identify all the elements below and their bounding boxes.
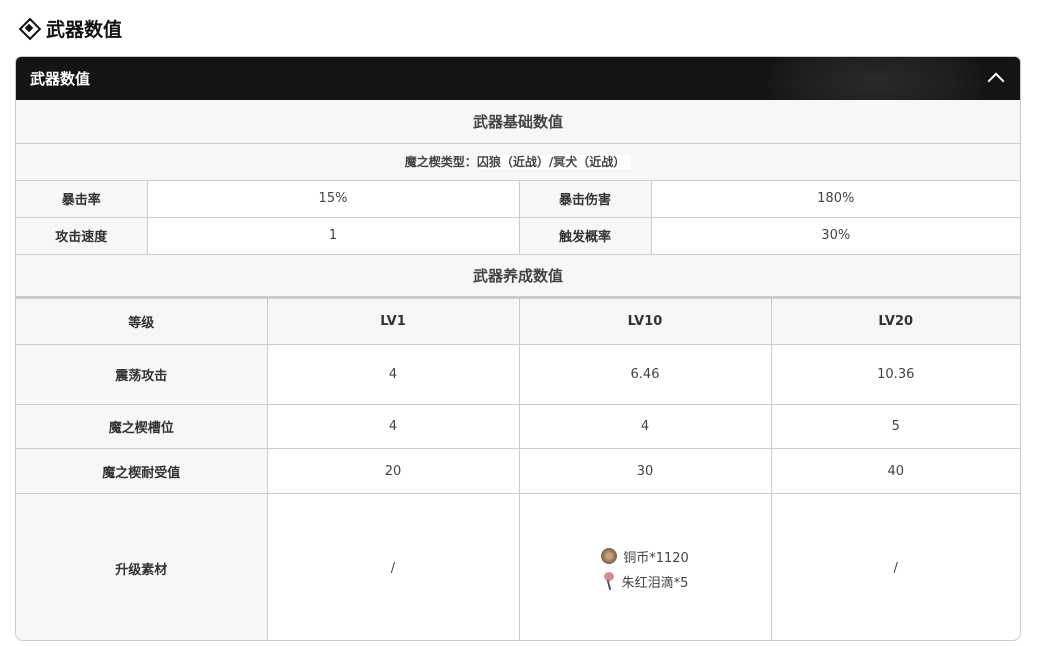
- page-title: 武器数值: [20, 14, 122, 42]
- stat-label: 触发概率: [518, 216, 652, 255]
- panel-header[interactable]: 武器数值: [16, 57, 1020, 100]
- column-header: LV1: [266, 298, 520, 345]
- table-row: 魔之楔槽位 4 4 5: [16, 404, 1020, 449]
- stat-value: 30%: [650, 216, 1020, 255]
- growth-section-title: 武器养成数值: [16, 253, 1020, 298]
- material-item[interactable]: 铜币*1120: [601, 547, 689, 566]
- basic-section-title: 武器基础数值: [16, 100, 1020, 144]
- copper-coin-icon: [601, 548, 618, 565]
- stat-label: 暴击伤害: [518, 179, 652, 218]
- table-row: 魔之楔耐受值 20 30 40: [16, 448, 1020, 494]
- basic-stats-table: 武器基础数值 魔之楔类型：囚狼（近战）/冥犬（近战） 暴击率 15% 暴击伤害 180…: [16, 100, 1020, 298]
- panel-title: 武器数值: [30, 70, 91, 88]
- growth-stats-table: 等级 LV1 LV10 LV20 震荡攻击 4 6.46 10.36 魔之楔槽位 4 4 5 魔之…: [16, 298, 1020, 640]
- diamond-icon: [20, 19, 38, 37]
- stat-value: 15%: [146, 179, 520, 218]
- material-item[interactable]: 朱红泪滴*5: [602, 572, 688, 591]
- stat-label: 攻击速度: [16, 216, 148, 255]
- table-row: 震荡攻击 4 6.46 10.36: [16, 344, 1020, 405]
- crimson-tear-icon: [602, 572, 616, 590]
- column-header: 等级: [16, 298, 268, 345]
- stat-value: 1: [146, 216, 520, 255]
- column-header: LV10: [518, 298, 772, 345]
- materials-row: 升级素材 / 铜币*1120 朱红泪滴*5 /: [16, 493, 1020, 640]
- column-header: LV20: [770, 298, 1020, 345]
- chevron-up-icon[interactable]: [987, 72, 1005, 90]
- header-decoration: [766, 57, 986, 100]
- stat-value: 180%: [650, 179, 1020, 218]
- stat-label: 暴击率: [16, 179, 148, 218]
- wedge-type: 魔之楔类型：囚狼（近战）/冥犬（近战）: [16, 142, 1020, 181]
- weapon-stats-panel: 武器数值 武器基础数值 魔之楔类型：囚狼（近战）/冥犬（近战） 暴击率 15% 暴击…: [15, 56, 1021, 641]
